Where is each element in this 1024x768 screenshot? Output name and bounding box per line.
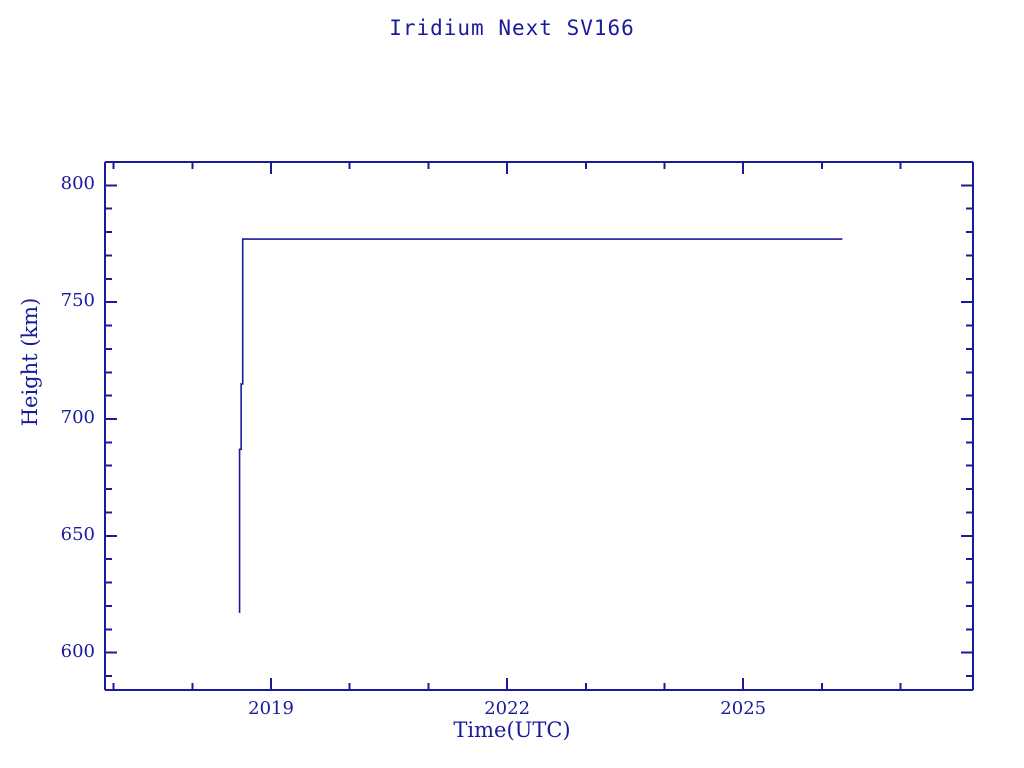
chart-title: Iridium Next SV166 <box>389 16 635 40</box>
x-tick-label: 2019 <box>248 698 294 719</box>
data-series <box>238 238 843 613</box>
y-tick-label: 750 <box>60 290 95 312</box>
x-tick-label: 2022 <box>484 698 531 719</box>
y-tick-label: 800 <box>60 173 95 195</box>
y-tick-label: 650 <box>60 523 95 545</box>
axis-ticks <box>105 162 973 690</box>
x-axis-label: Time(UTC) <box>453 718 571 742</box>
y-tick-label: 700 <box>60 406 95 428</box>
x-tick-label: 2025 <box>720 698 767 719</box>
data-line-0 <box>238 238 843 613</box>
plot-frame <box>104 161 974 691</box>
y-tick-label: 600 <box>60 640 95 662</box>
